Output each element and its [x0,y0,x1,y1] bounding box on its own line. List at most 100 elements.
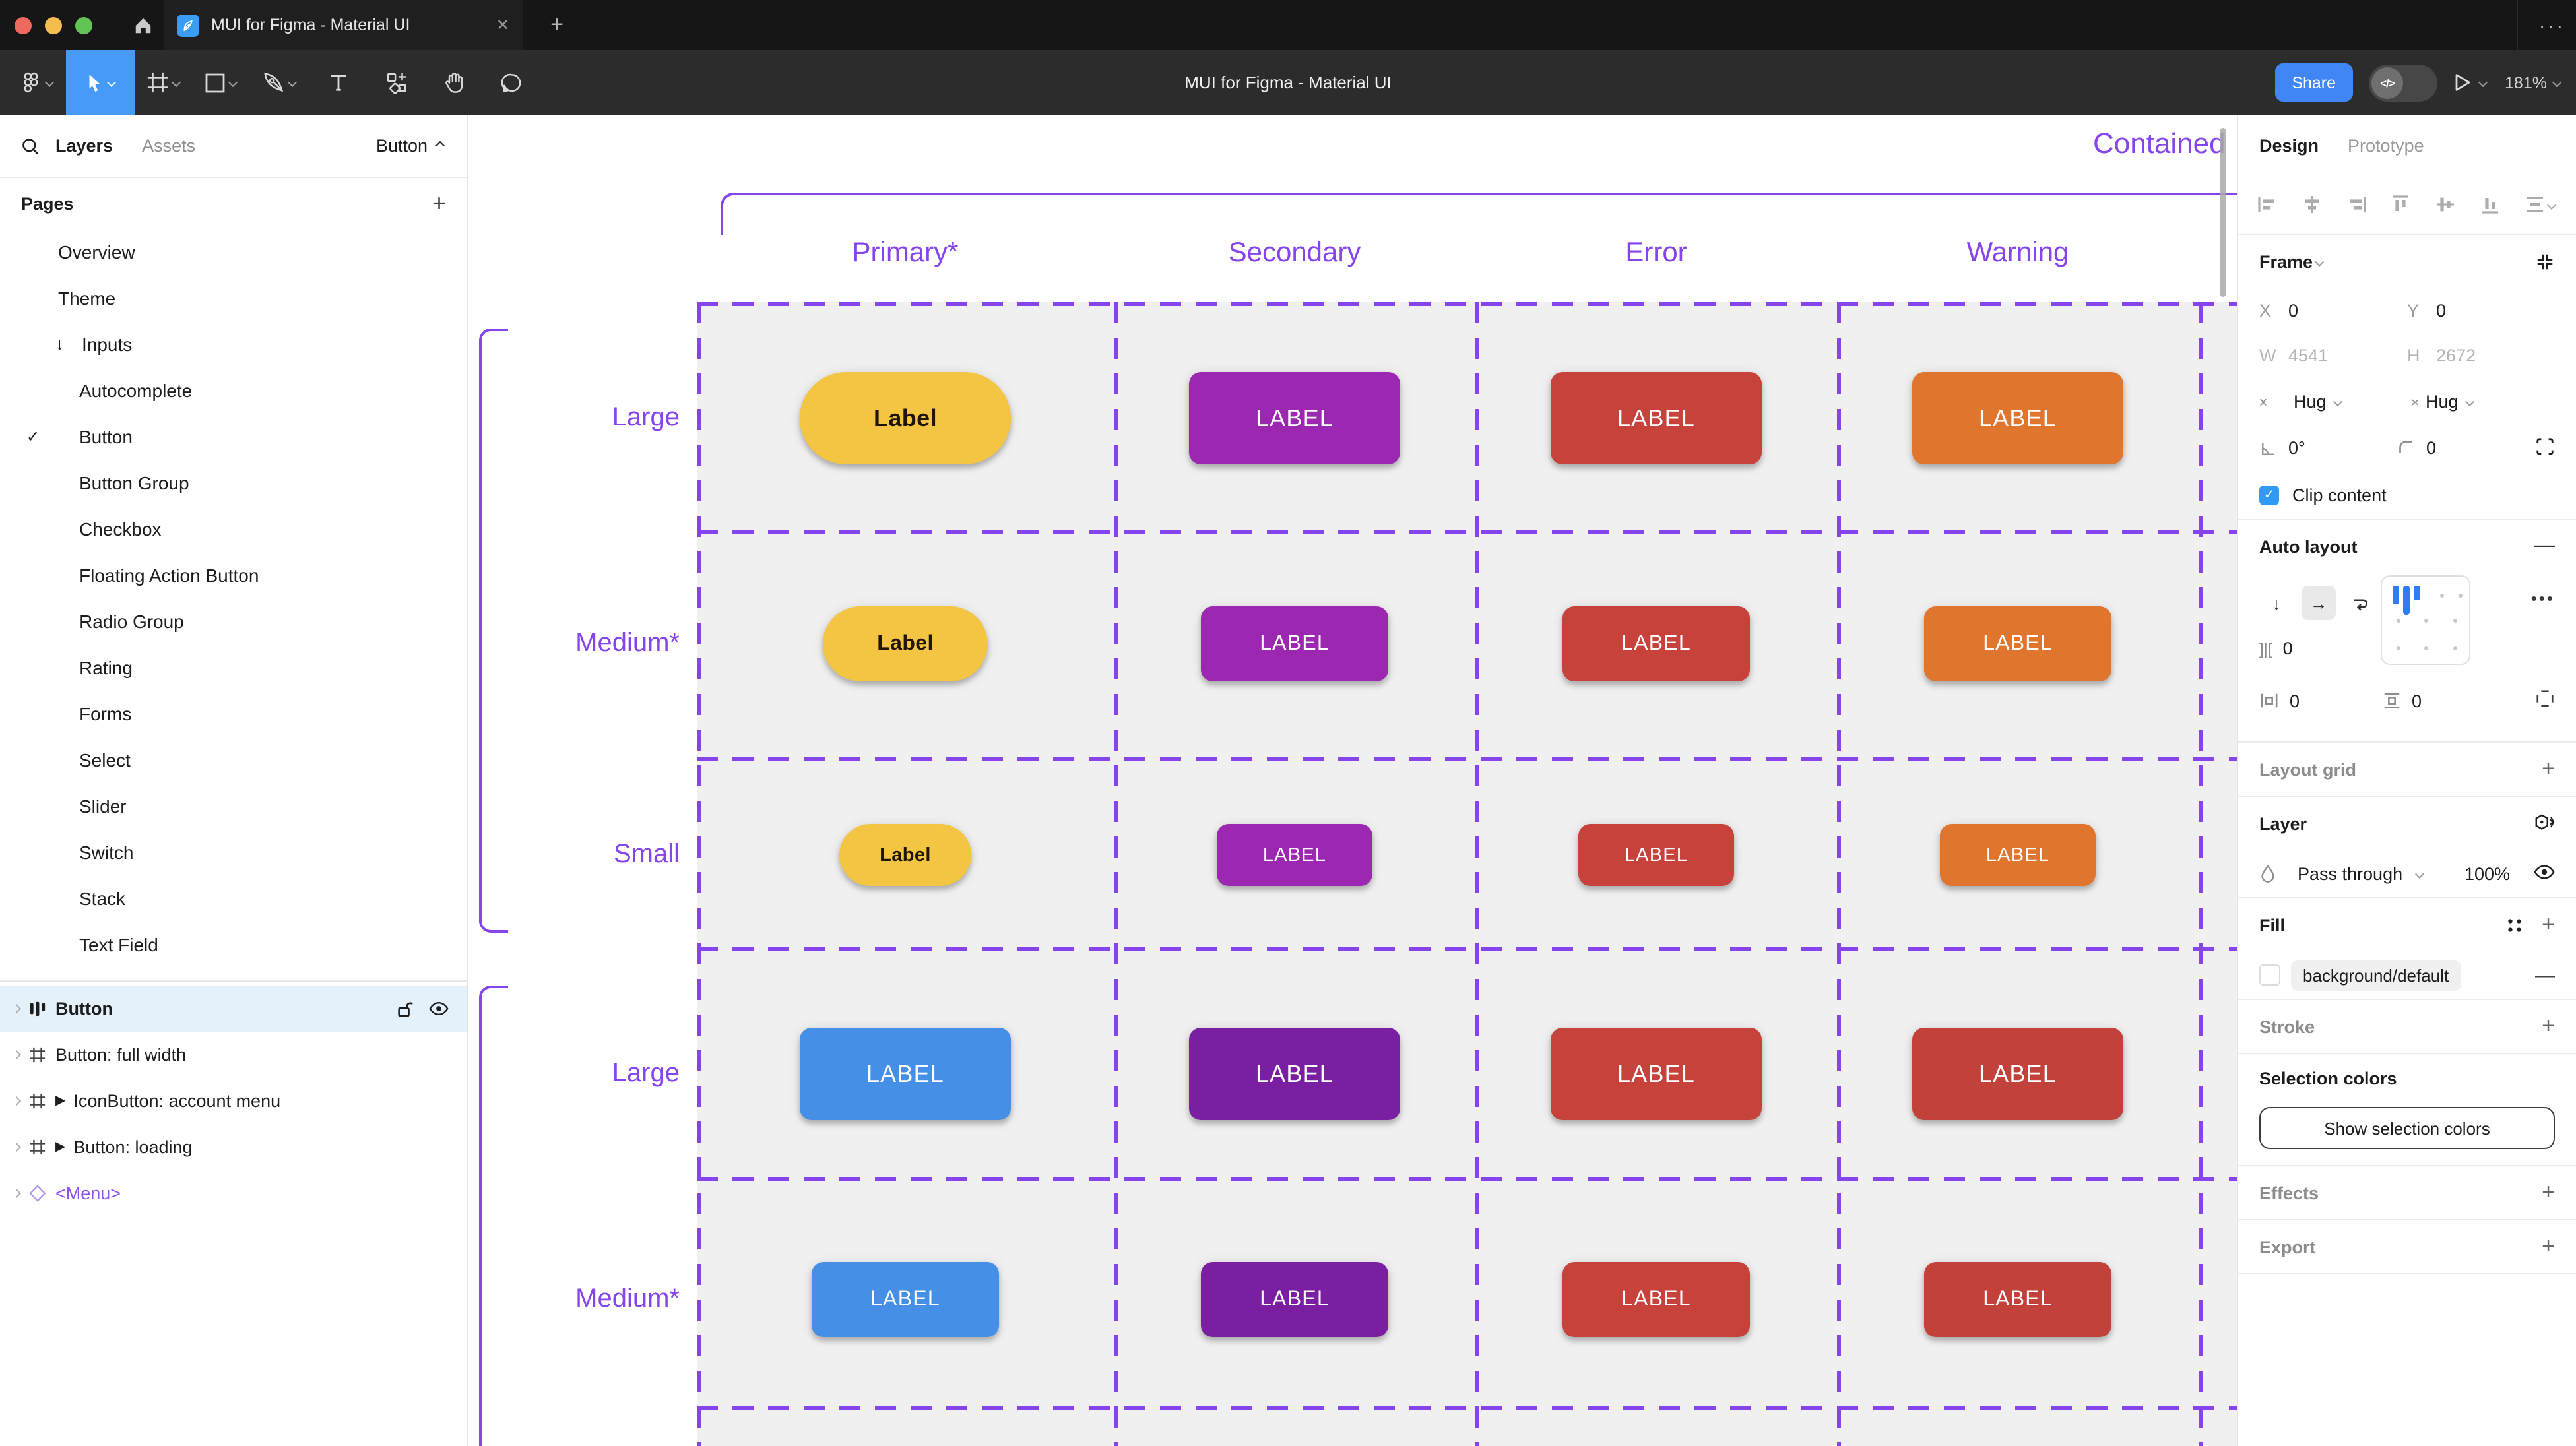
main-menu-button[interactable] [8,50,66,115]
horizontal-padding-value[interactable]: 0 [2290,691,2300,710]
row-label[interactable]: Medium* [575,1284,680,1313]
auto-layout-more-icon[interactable]: ••• [2530,588,2555,608]
present-button[interactable] [2453,73,2489,92]
page-item[interactable]: Button Group [0,459,467,505]
zoom-window-button[interactable] [75,17,92,34]
page-item[interactable]: Stack [0,875,467,921]
w-value[interactable]: 4541 [2288,345,2329,365]
tab-assets[interactable]: Assets [142,136,196,156]
search-icon[interactable] [21,137,40,155]
expand-layer-icon[interactable] [11,1142,22,1152]
blend-mode-select[interactable]: Pass through [2298,864,2403,883]
visibility-icon[interactable] [429,1001,449,1016]
hand-tool-button[interactable] [425,50,483,115]
canvas-button[interactable]: LABEL [1189,1028,1400,1120]
row-label[interactable]: Large [612,1059,680,1088]
opacity-value[interactable]: 100% [2464,864,2510,883]
independent-corners-icon[interactable] [2535,436,2555,460]
home-icon[interactable] [121,0,164,50]
canvas-button[interactable]: LABEL [1189,372,1400,464]
flow-vertical-button[interactable]: ↓ [2272,593,2281,613]
horizontal-sizing-select[interactable]: ›‹ Hug [2259,391,2407,411]
canvas-button[interactable]: LABEL [1912,372,2123,464]
page-item[interactable]: Forms [0,690,467,736]
remove-fill-button[interactable]: — [2535,964,2555,986]
page-item[interactable]: ✓ Button [0,413,467,459]
align-h-center-icon[interactable] [2302,194,2323,215]
canvas-button[interactable]: Label [839,824,971,886]
layer-row[interactable]: ▶ IconButton: account menu [0,1078,467,1124]
page-item[interactable]: Radio Group [0,598,467,644]
distribute-menu-icon[interactable] [2525,194,2558,215]
canvas-button[interactable]: LABEL [1217,824,1372,886]
layer-visibility-icon[interactable] [2534,864,2555,883]
vertical-sizing-select[interactable]: ›‹ Hug [2407,391,2555,411]
column-header[interactable]: Secondary [1228,237,1361,268]
canvas-button[interactable]: LABEL [1562,606,1750,681]
comment-tool-button[interactable] [483,50,541,115]
page-item[interactable]: Rating [0,644,467,690]
flow-horizontal-button[interactable]: → [2302,586,2336,620]
expand-layer-icon[interactable] [11,1003,22,1014]
canvas-button[interactable]: LABEL [1201,606,1388,681]
frame-section-header[interactable]: Frame [2259,251,2313,271]
shape-tool-button[interactable] [193,50,251,115]
h-value[interactable]: 2672 [2436,345,2476,365]
chevron-down-icon[interactable] [2313,256,2324,267]
present-dropdown-icon[interactable] [2478,77,2488,88]
page-item[interactable]: ↓ Inputs [0,321,467,367]
corner-radius-value[interactable]: 0 [2426,438,2437,458]
zoom-menu[interactable]: 181% [2505,73,2563,92]
tab-close-icon[interactable]: ✕ [496,16,509,34]
document-tab[interactable]: MUI for Figma - Material UI ✕ [164,0,523,50]
fill-token[interactable]: background/default [2291,960,2461,990]
page-item[interactable]: Checkbox [0,505,467,551]
remove-auto-layout-button[interactable]: — [2534,534,2555,557]
add-fill-button[interactable]: + [2542,912,2555,937]
canvas-button[interactable]: LABEL [1924,1262,2111,1337]
add-export-button[interactable]: + [2542,1234,2555,1259]
auto-layout-alignment-pad[interactable] [2381,575,2470,665]
canvas-button[interactable]: LABEL [1551,1028,1762,1120]
align-top-icon[interactable] [2391,194,2412,215]
page-item[interactable]: Floating Action Button [0,551,467,598]
fill-styles-icon[interactable] [2506,916,2523,933]
canvas-button[interactable]: LABEL [1912,1028,2123,1120]
text-tool-button[interactable] [309,50,367,115]
page-item[interactable]: Select [0,736,467,782]
row-label[interactable]: Large [612,403,680,432]
canvas-button[interactable]: LABEL [1551,372,1762,464]
gap-value[interactable]: 0 [2282,639,2293,658]
show-selection-colors-button[interactable]: Show selection colors [2259,1107,2555,1149]
minimize-window-button[interactable] [45,17,62,34]
new-tab-button[interactable]: + [550,12,564,37]
blend-mode-icon[interactable] [2534,813,2555,834]
frame-tool-button[interactable] [135,50,193,115]
page-selector[interactable]: Button [376,136,446,156]
share-button[interactable]: Share [2274,63,2354,102]
canvas-button[interactable]: LABEL [1578,824,1734,886]
expand-layer-icon[interactable] [11,1188,22,1199]
independent-padding-icon[interactable] [2535,689,2555,712]
align-left-icon[interactable] [2257,194,2278,215]
layer-row[interactable]: Button: full width [0,1032,467,1078]
add-effect-button[interactable]: + [2542,1179,2555,1205]
rotation-value[interactable]: 0° [2288,438,2305,458]
row-label[interactable]: Small [613,840,680,869]
canvas[interactable]: Contained Primary* Secondary Error Warning L… [468,115,2237,1446]
page-item[interactable]: Slider [0,782,467,829]
fill-color-swatch[interactable] [2259,964,2280,986]
tab-layers[interactable]: Layers [55,136,113,156]
column-header[interactable]: Primary* [852,237,959,268]
align-v-center-icon[interactable] [2435,194,2457,215]
align-right-icon[interactable] [2346,194,2367,215]
layer-row[interactable]: <Menu> [0,1170,467,1216]
layer-row[interactable]: ▶ Button: loading [0,1124,467,1170]
canvas-button[interactable]: LABEL [1940,824,2096,886]
page-item[interactable]: Text Field [0,921,467,967]
row-label[interactable]: Medium* [575,629,680,658]
page-item[interactable]: Overview [0,228,467,274]
layer-row[interactable]: Button [0,986,467,1032]
page-item[interactable]: Switch [0,829,467,875]
collapse-arrow-icon[interactable]: ↓ [55,334,64,354]
